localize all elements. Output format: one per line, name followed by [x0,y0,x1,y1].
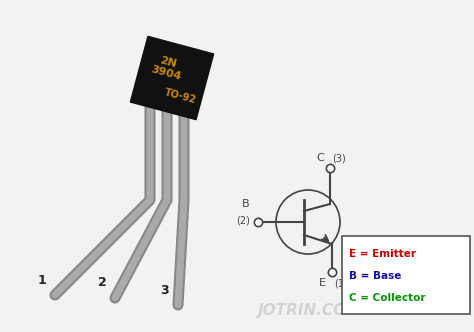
Bar [342,236,470,314]
Text: TO-92: TO-92 [163,87,197,105]
Text: B: B [242,199,250,209]
Text: (3): (3) [332,153,346,163]
Text: 2N
3904: 2N 3904 [149,54,185,82]
Text: C = Collector: C = Collector [349,293,426,303]
Text: (1): (1) [334,278,348,288]
Text: B = Base: B = Base [349,271,401,281]
Text: 1: 1 [37,274,46,287]
Polygon shape [130,37,214,120]
Text: E = Emitter: E = Emitter [349,249,416,259]
Text: 2: 2 [98,277,106,290]
Text: JOTRIN.COM: JOTRIN.COM [258,302,362,317]
Text: (2): (2) [236,215,250,225]
Text: E: E [319,278,326,288]
Text: 3: 3 [161,284,169,296]
Text: C: C [316,153,324,163]
